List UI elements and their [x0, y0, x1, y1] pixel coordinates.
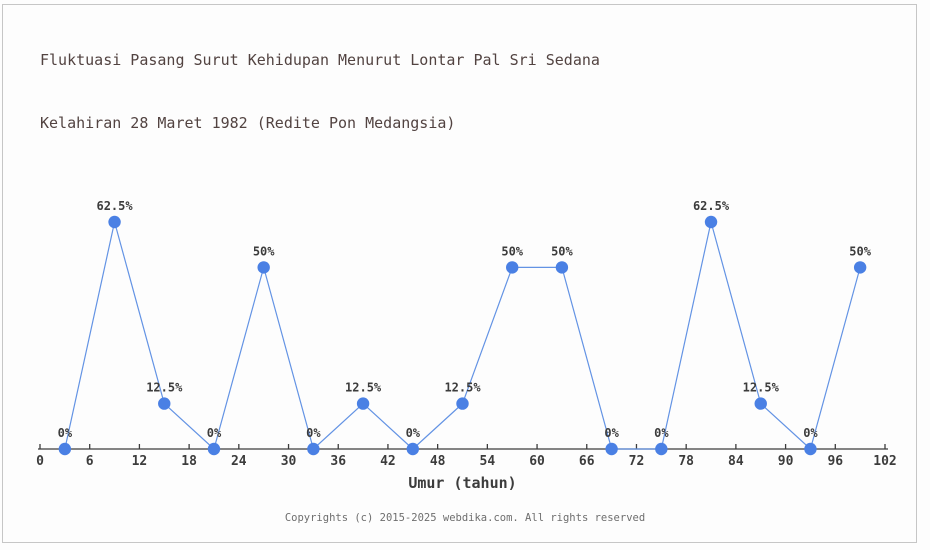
data-point-label: 0% [406, 426, 421, 440]
data-point-marker [307, 442, 320, 456]
data-point-label: 0% [306, 426, 321, 440]
x-tick-label: 0 [36, 454, 44, 469]
data-point-marker [555, 261, 569, 274]
data-point-label: 12.5% [444, 381, 481, 395]
x-tick-label: 48 [430, 454, 446, 469]
x-tick-label: 84 [728, 454, 744, 469]
data-point-marker [853, 261, 867, 274]
data-point-label: 12.5% [146, 381, 183, 395]
data-point-marker [257, 261, 270, 274]
data-point-label: 62.5% [96, 199, 133, 213]
x-tick-label: 72 [629, 454, 645, 469]
x-tick-label: 60 [529, 454, 545, 469]
data-point-label: 62.5% [693, 199, 730, 213]
data-point-label: 50% [849, 244, 871, 258]
data-point-marker [356, 397, 370, 410]
data-point-marker [456, 397, 469, 410]
data-point-marker [754, 397, 767, 410]
data-point-marker [108, 215, 121, 229]
x-tick-label: 6 [86, 454, 94, 469]
x-tick-label: 102 [873, 454, 896, 469]
data-point-label: 12.5% [345, 381, 382, 395]
x-axis-label: Umur (tahun) [408, 474, 516, 492]
data-point-marker [207, 442, 221, 456]
x-tick-label: 66 [579, 454, 595, 469]
chart-title-line1: Fluktuasi Pasang Surut Kehidupan Menurut… [40, 51, 600, 69]
x-tick-label: 54 [480, 454, 496, 469]
data-point-label: 0% [803, 426, 818, 440]
data-point-label: 50% [551, 244, 573, 258]
data-point-marker [704, 215, 718, 229]
x-tick-label: 42 [380, 454, 396, 469]
data-point-marker [605, 442, 618, 456]
data-point-label: 0% [604, 426, 619, 440]
x-tick-label: 36 [330, 454, 346, 469]
series-line [64, 221, 861, 451]
data-point-marker [804, 442, 817, 456]
data-point-marker [58, 442, 72, 456]
x-tick-label: 30 [281, 454, 297, 469]
data-point-label: 0% [654, 426, 669, 440]
data-point-label: 50% [253, 244, 275, 258]
chart-title: Fluktuasi Pasang Surut Kehidupan Menurut… [40, 8, 600, 176]
copyright-footer: Copyrights (c) 2015-2025 webdika.com. Al… [284, 512, 646, 524]
data-point-marker [506, 261, 519, 274]
x-tick-label: 24 [231, 454, 247, 469]
x-tick-label: 78 [678, 454, 694, 469]
x-tick-label: 18 [181, 454, 197, 469]
data-point-label: 0% [58, 426, 73, 440]
data-point-marker [655, 442, 668, 456]
data-point-label: 12.5% [743, 381, 780, 395]
x-tick-label: 96 [827, 454, 843, 469]
data-point-marker [158, 397, 171, 410]
x-tick-label: 90 [778, 454, 794, 469]
data-point-label: 50% [501, 244, 523, 258]
chart-title-line2: Kelahiran 28 Maret 1982 (Redite Pon Meda… [40, 114, 456, 132]
x-tick-label: 12 [132, 454, 148, 469]
data-point-label: 0% [207, 426, 222, 440]
data-point-marker [406, 442, 419, 456]
